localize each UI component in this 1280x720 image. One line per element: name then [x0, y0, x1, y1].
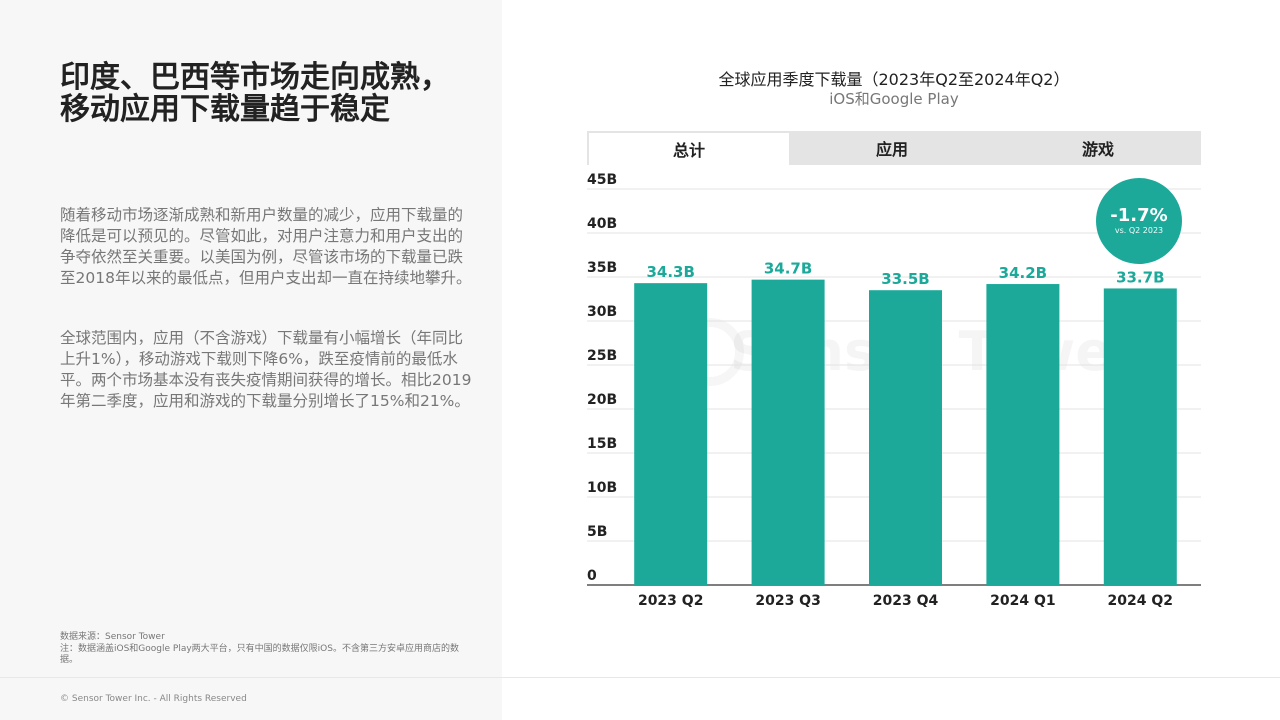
y-tick-label: 0 [587, 568, 597, 584]
left-panel: 印度、巴西等市场走向成熟， 移动应用下载量趋于稳定 随着移动市场逐渐成熟和新用户… [0, 0, 502, 720]
page-title-line-1: 印度、巴西等市场走向成熟， [60, 60, 450, 95]
data-label: 33.7B [1116, 268, 1164, 286]
x-tick-label: 2024 Q2 [1108, 593, 1173, 609]
chart-subtitle: iOS和Google Play [829, 90, 959, 108]
data-label: 34.7B [764, 260, 812, 278]
tab-apps[interactable]: 应用 [875, 140, 908, 159]
y-tick-label: 25B [587, 348, 617, 364]
body-paragraph-2: 全球范围内，应用（不含游戏）下载量有小幅增长（年同比上升1%），移动游戏下载则下… [60, 329, 472, 410]
data-source-note: 数据来源：Sensor Tower [60, 632, 165, 642]
footer-divider [0, 677, 1280, 678]
page-title: 印度、巴西等市场走向成熟， 移动应用下载量趋于稳定 [60, 62, 480, 126]
y-tick-label: 30B [587, 304, 617, 320]
change-badge-value: -1.7% [1110, 205, 1168, 226]
tab-total[interactable]: 总计 [589, 133, 789, 165]
change-badge: -1.7% vs. Q2 2023 [1096, 178, 1182, 264]
bar [986, 284, 1060, 585]
y-tick-label: 20B [587, 392, 617, 408]
bar [1103, 288, 1177, 585]
data-label: 34.2B [999, 264, 1047, 282]
tab-games[interactable]: 游戏 [1081, 140, 1114, 159]
copyright: © Sensor Tower Inc. - All Rights Reserve… [60, 694, 247, 704]
bar [751, 279, 825, 585]
y-tick-label: 45B [587, 172, 617, 188]
y-tick-label: 10B [587, 480, 617, 496]
coverage-note: 注：数据涵盖iOS和Google Play两大平台，只有中国的数据仅限iOS。不… [60, 643, 459, 666]
chart-tabs: 总计 应用 游戏 [587, 131, 1201, 165]
body-paragraph-1: 随着移动市场逐渐成熟和新用户数量的减少，应用下载量的降低是可以预见的。尽管如此，… [60, 206, 472, 287]
x-tick-label: 2023 Q4 [873, 593, 939, 609]
data-label: 34.3B [646, 263, 694, 281]
x-tick-label: 2023 Q2 [638, 593, 703, 609]
y-tick-label: 5B [587, 524, 607, 540]
y-tick-label: 35B [587, 260, 617, 276]
bar [634, 283, 708, 585]
x-tick-label: 2023 Q3 [755, 593, 820, 609]
change-badge-subtitle: vs. Q2 2023 [1114, 226, 1164, 235]
page-title-line-2: 移动应用下载量趋于稳定 [60, 92, 390, 127]
x-tick-label: 2024 Q1 [990, 593, 1055, 609]
bar [869, 290, 942, 585]
footnotes: 数据来源：Sensor Tower 注：数据涵盖iOS和Google Play两… [60, 632, 472, 667]
y-tick-label: 40B [587, 216, 617, 232]
chart-title: 全球应用季度下载量（2023年Q2至2024年Q2） [718, 70, 1070, 89]
data-label: 33.5B [881, 270, 929, 288]
y-tick-label: 15B [587, 436, 617, 452]
